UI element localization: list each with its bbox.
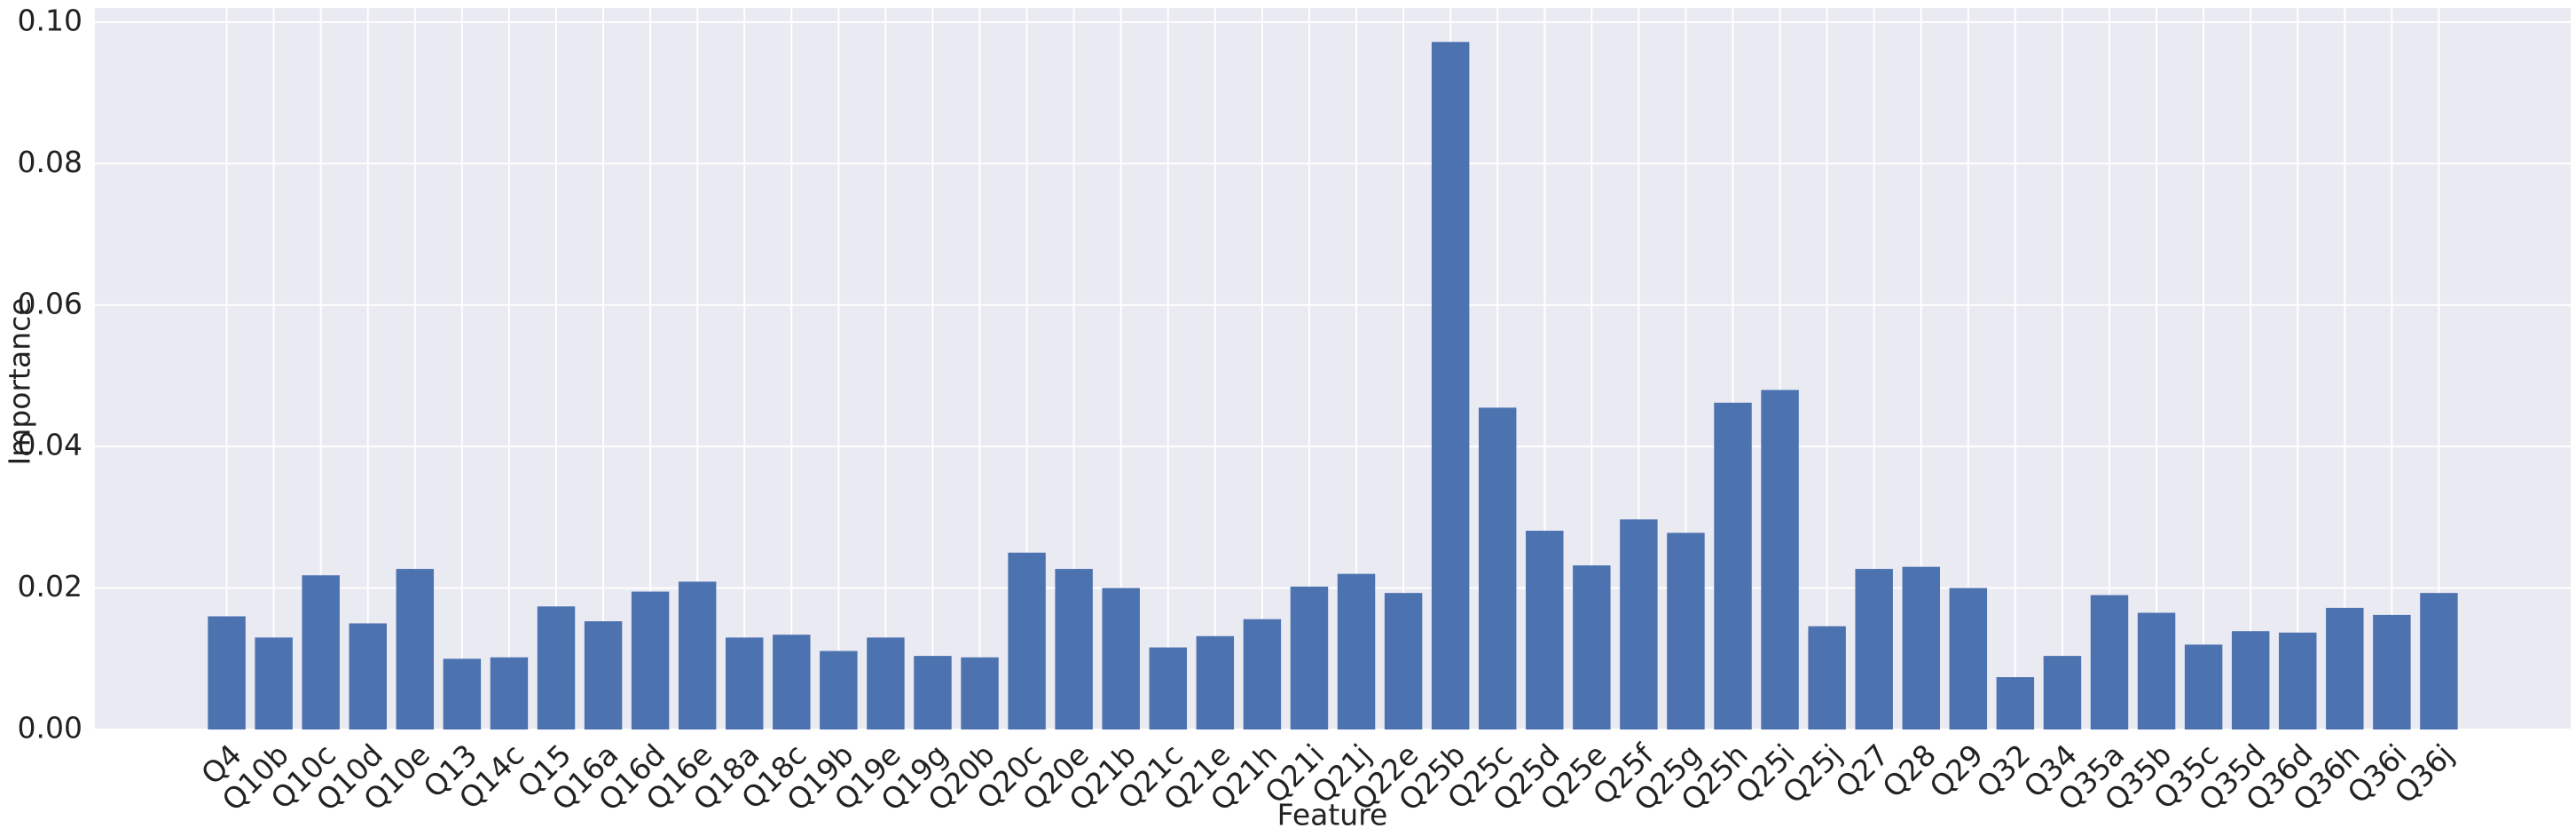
bar (1526, 531, 1564, 730)
bar (1196, 635, 1235, 730)
bar (1996, 677, 2035, 730)
bar (1573, 565, 1611, 730)
bar (396, 569, 435, 730)
bar (1337, 573, 1376, 730)
bar (1055, 569, 1093, 730)
y-tick-label: 0.02 (18, 569, 82, 603)
bar (1902, 566, 1940, 730)
bar (1243, 619, 1282, 730)
bar (1290, 586, 1329, 730)
bar (726, 637, 764, 730)
y-axis-label: Importance (3, 297, 37, 465)
bar (914, 656, 952, 730)
bar (490, 657, 529, 730)
bar (443, 659, 482, 730)
bar (255, 637, 293, 730)
bar (961, 657, 999, 730)
bar (537, 606, 576, 730)
bar (2137, 612, 2176, 730)
bar (1102, 588, 1140, 730)
y-tick-label: 0.06 (18, 286, 82, 320)
bar (1855, 569, 1893, 730)
bar (1667, 532, 1705, 730)
y-tick-label: 0.04 (18, 428, 82, 462)
bar (867, 637, 905, 730)
bar (2090, 595, 2129, 730)
bar (349, 623, 387, 730)
y-tick-label: 0.00 (18, 711, 82, 745)
bar (2279, 632, 2317, 730)
bar (1808, 626, 1846, 730)
bar (1008, 552, 1046, 730)
x-axis-label: Feature (1277, 798, 1388, 832)
bar (584, 621, 623, 730)
bar (1620, 519, 1658, 730)
bar (1149, 647, 1188, 730)
bar (1761, 390, 1799, 730)
bar (1478, 407, 1517, 730)
bar (1431, 42, 1470, 730)
bar (2043, 656, 2082, 730)
bar (2184, 644, 2223, 730)
bar (1714, 402, 1752, 730)
bar (2231, 631, 2270, 730)
y-tick-label: 0.08 (18, 145, 82, 179)
y-tick-label: 0.10 (18, 3, 82, 37)
bar (678, 581, 717, 730)
bar (631, 591, 670, 730)
bar (2326, 607, 2364, 730)
bar (1949, 588, 1988, 730)
bar (302, 575, 340, 730)
bar (2373, 614, 2411, 730)
bar (773, 635, 811, 730)
plot-area (95, 8, 2571, 730)
bar (2420, 593, 2458, 730)
bar (208, 616, 246, 730)
bar (820, 651, 858, 730)
bar (1384, 593, 1423, 730)
